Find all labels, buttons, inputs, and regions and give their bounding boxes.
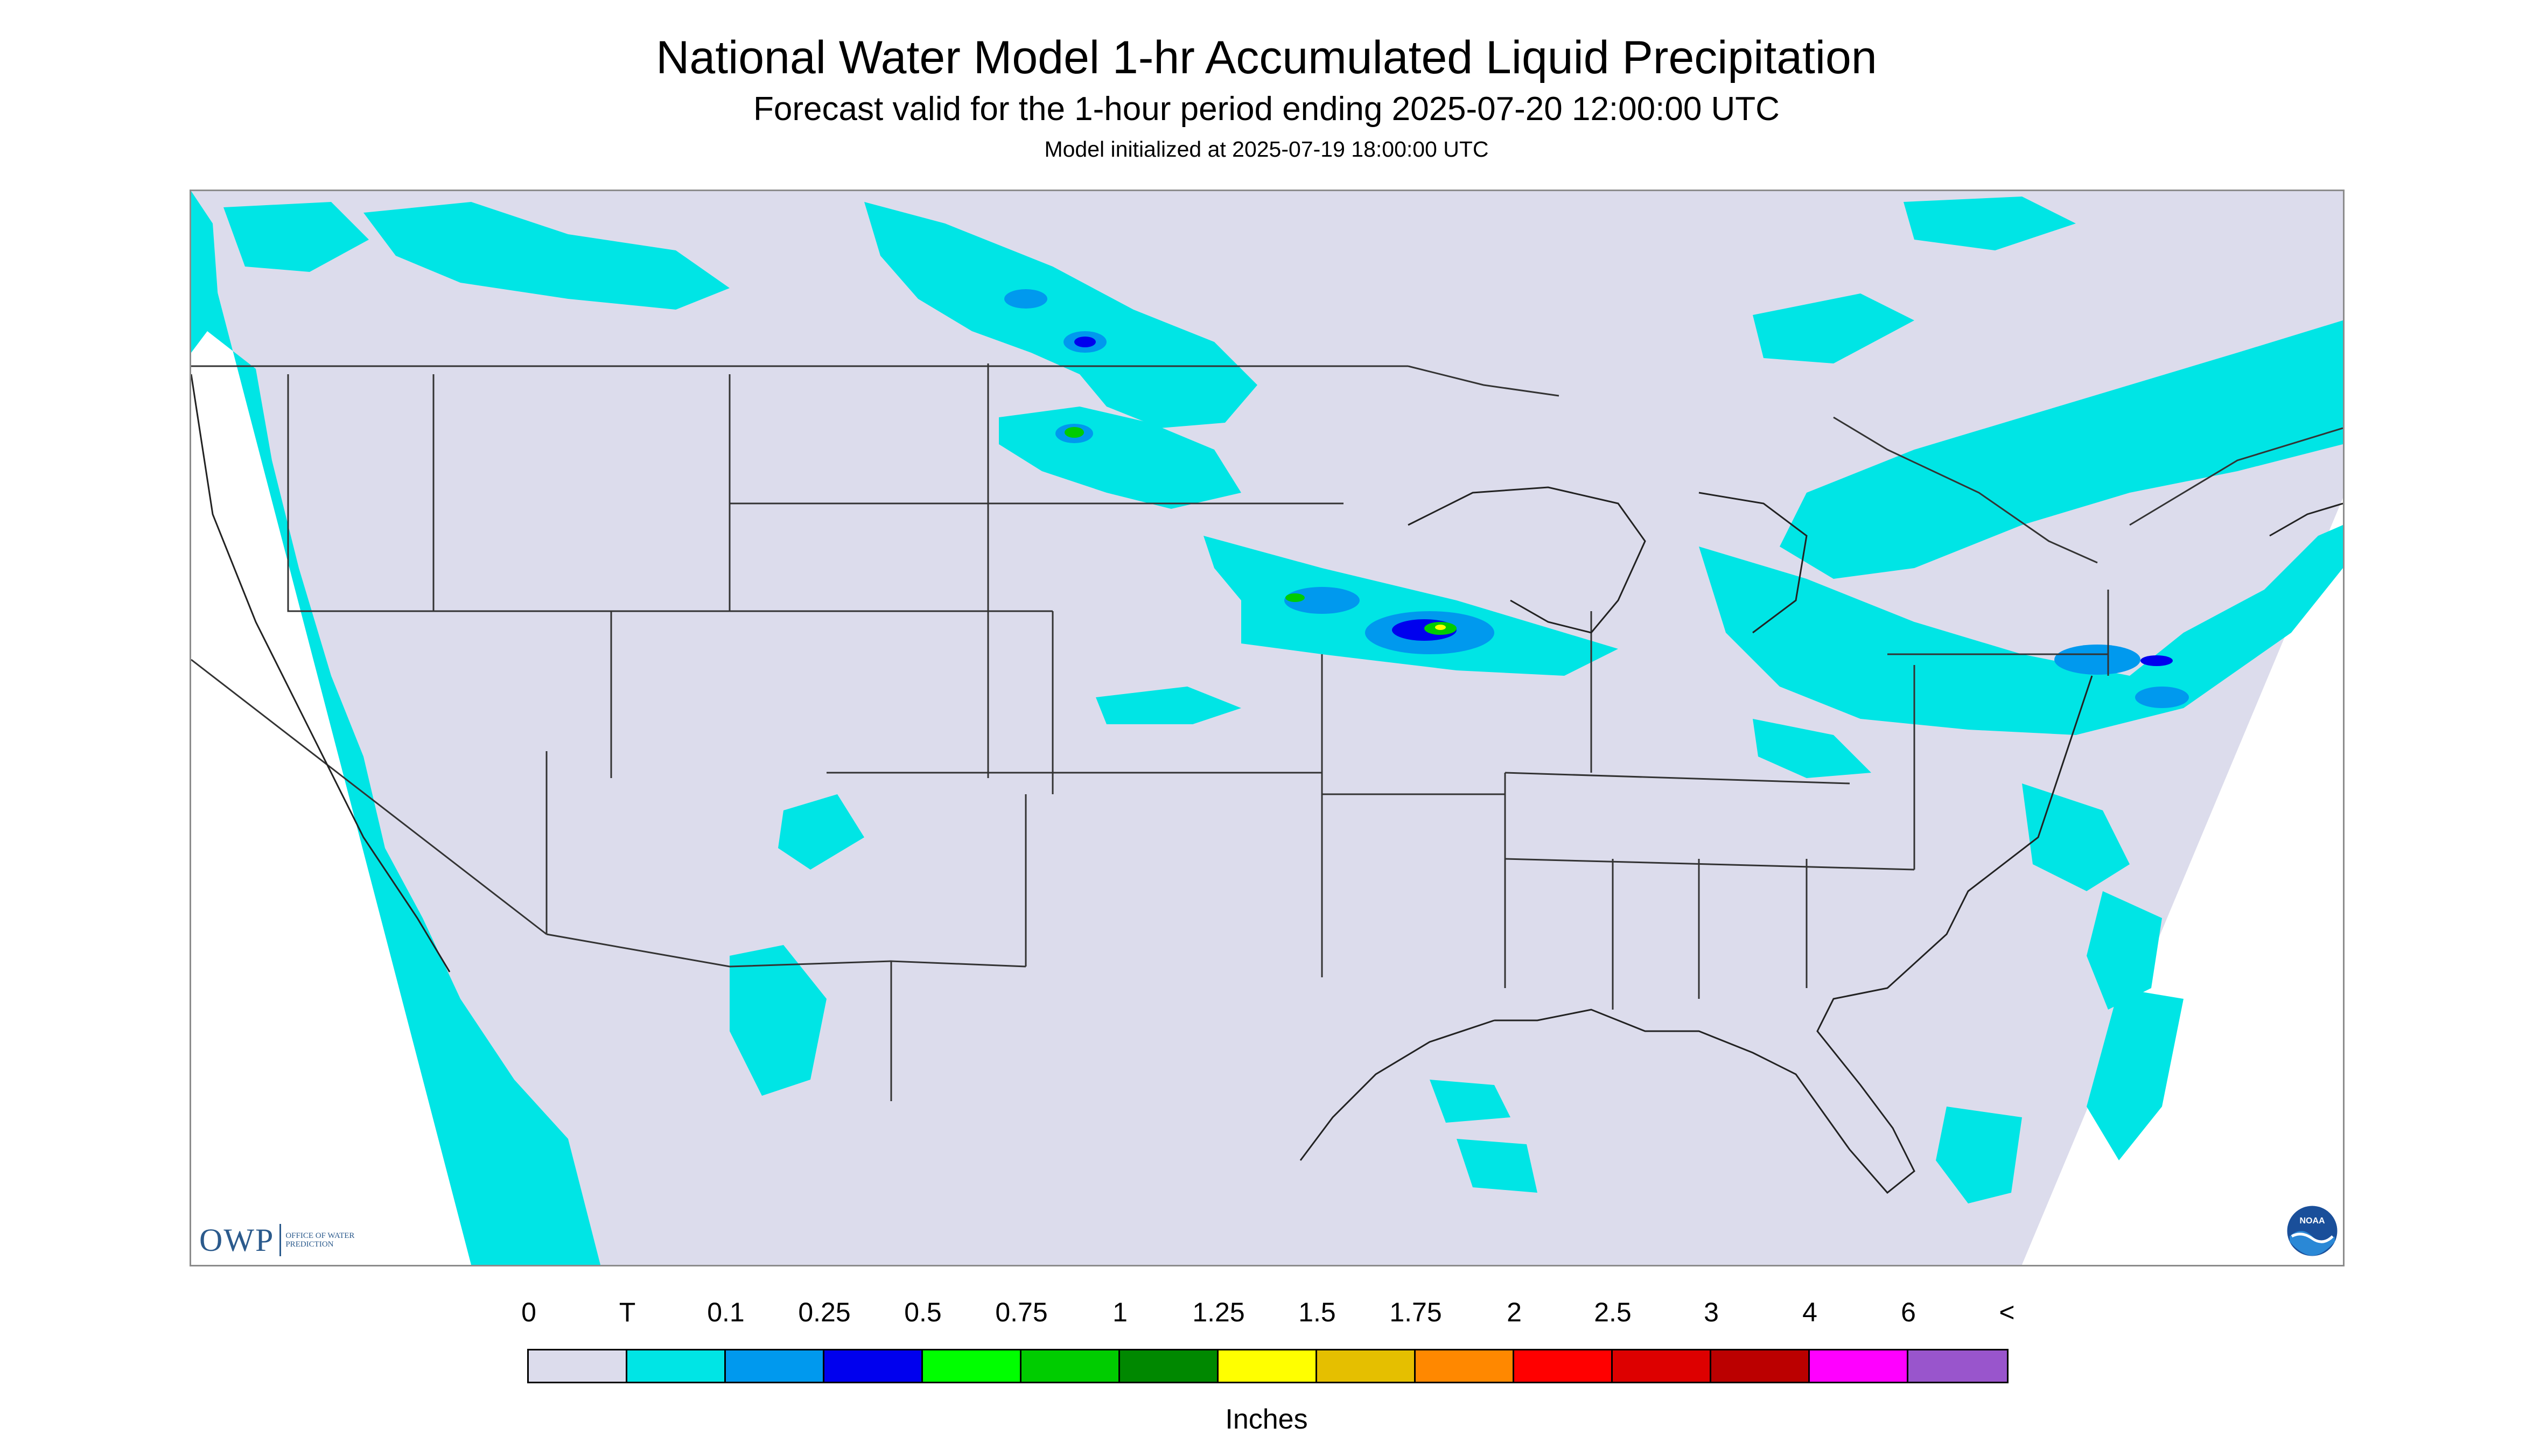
legend-color-swatch: [627, 1350, 726, 1382]
model-initialization-text: Model initialized at 2025-07-19 18:00:00…: [1044, 137, 1489, 162]
precipitation-map: [190, 190, 2345, 1266]
legend-tick-label: T: [619, 1297, 636, 1327]
legend-color-swatch: [1711, 1350, 1810, 1382]
legend-tick-label: 6: [1901, 1297, 1916, 1327]
legend-tick-label: 0.25: [798, 1297, 851, 1327]
legend-tick-label: 3: [1704, 1297, 1719, 1327]
legend-units-label: Inches: [1225, 1404, 1308, 1435]
legend-color-swatch: [1514, 1350, 1613, 1382]
legend-tick-label: 2.5: [1594, 1297, 1632, 1327]
legend-tick-label: 0.5: [904, 1297, 942, 1327]
legend-tick-label: 0.1: [707, 1297, 745, 1327]
noaa-logo: NOAA: [2285, 1204, 2339, 1258]
coastlines: [191, 374, 2343, 1194]
legend-colorbar: [527, 1349, 2009, 1383]
legend-color-swatch: [923, 1350, 1021, 1382]
legend-tick-label: 1.75: [1389, 1297, 1442, 1327]
legend-tick-label: 0: [521, 1297, 536, 1327]
owp-logo-divider: [279, 1224, 282, 1256]
legend-color-swatch: [1021, 1350, 1120, 1382]
noaa-logo-text: NOAA: [2299, 1216, 2325, 1226]
precip-yellow-cells: [1435, 625, 1446, 630]
legend-labels: 0 T 0.1 0.25 0.5 0.75 1 1.25 1.5 1.75 2 2.5 3 4 6 <: [0, 1299, 2533, 1331]
legend-tick-label: 1.5: [1298, 1297, 1336, 1327]
forecast-validity-subtitle: Forecast valid for the 1-hour period end…: [753, 90, 1780, 128]
legend-color-swatch: [1219, 1350, 1317, 1382]
legend-color-swatch: [726, 1350, 824, 1382]
owp-logo-letters: OWP: [199, 1222, 275, 1258]
state-and-country-boundaries: [191, 363, 2343, 1101]
map-title: National Water Model 1-hr Accumulated Li…: [656, 32, 1877, 83]
owp-logo-text: OFFICE OF WATER PREDICTION: [285, 1231, 355, 1249]
legend-color-swatch: [1810, 1350, 1908, 1382]
legend-tick-label: <: [1999, 1297, 2015, 1327]
legend-tick-label: 4: [1802, 1297, 1817, 1327]
legend-tick-label: 1: [1112, 1297, 1128, 1327]
legend-color-swatch: [1908, 1350, 2007, 1382]
legend-tick-label: 1.25: [1192, 1297, 1245, 1327]
legend-color-swatch: [1416, 1350, 1514, 1382]
legend-color-swatch: [529, 1350, 627, 1382]
legend-color-swatch: [1613, 1350, 1711, 1382]
legend-color-swatch: [1120, 1350, 1219, 1382]
legend-color-swatch: [1317, 1350, 1416, 1382]
legend-tick-label: 2: [1507, 1297, 1522, 1327]
precip-trace-areas: [191, 191, 2343, 1265]
legend-color-swatch: [824, 1350, 923, 1382]
legend-tick-label: 0.75: [995, 1297, 1048, 1327]
owp-logo: OWP OFFICE OF WATER PREDICTION: [199, 1221, 366, 1259]
